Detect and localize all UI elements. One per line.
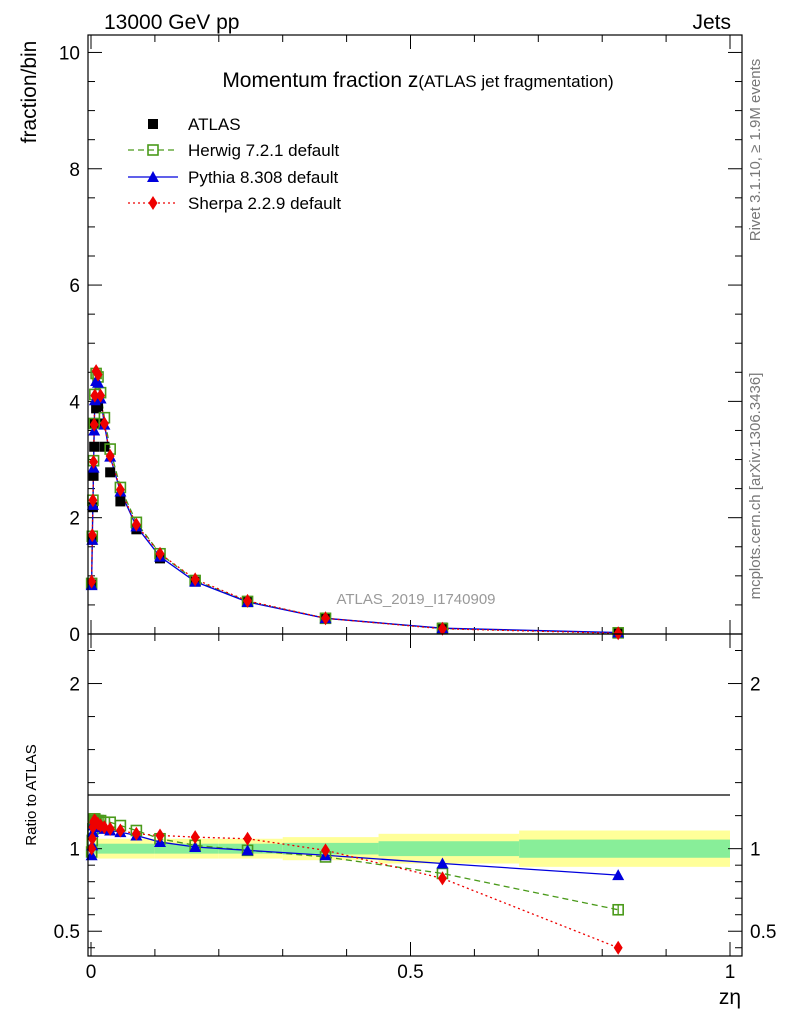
sherpa-2-2-9-default-main-point [321, 611, 331, 626]
pythia-8-308-default-ratio-point [189, 841, 202, 853]
ratio-y-tick-label: 0.5 [54, 922, 80, 943]
legend-pythia-8-308-default-marker [147, 171, 159, 182]
ratio-y-tick-label-right: 1 [750, 840, 761, 861]
main-y-tick-label: 10 [59, 43, 80, 64]
sherpa-2-2-9-default-ratio-point [87, 841, 97, 856]
ratio-band-inner [519, 839, 730, 858]
ratio-plot-panel: 0.5 0.5 1 1 2 2 0 0.5 1 Ratio to ATLAS zη [23, 633, 776, 1009]
ratio-uncertainty-band [91, 830, 730, 867]
legend-atlas-marker [148, 119, 158, 129]
main-title-text: Momentum fraction z [222, 69, 418, 92]
sherpa-2-2-9-default-ratio-point [613, 940, 623, 955]
sherpa-2-2-9-default-ratio-point [155, 828, 165, 843]
legend-sherpa-2-2-9-default-label: Sherpa 2.2.9 default [188, 194, 341, 213]
sherpa-2-2-9-default-ratio-point [190, 830, 200, 845]
ratio-series-group [85, 813, 625, 955]
sherpa-2-2-9-default-main-point [93, 367, 103, 382]
atlas-main-point [105, 467, 116, 478]
x-tick-label: 0 [86, 962, 97, 983]
sherpa-2-2-9-default-main-point [96, 388, 106, 403]
legend-pythia-8-308-default-label: Pythia 8.308 default [188, 168, 339, 187]
main-y-tick-label: 8 [69, 160, 80, 181]
atlas-main-point [89, 441, 100, 452]
pythia-8-308-default-ratio-point [241, 844, 254, 856]
atlas-main-point [88, 470, 99, 481]
ratio-band-inner [218, 843, 283, 854]
ratio-y-tick-label-right: 2 [750, 675, 761, 696]
main-series-group [85, 364, 625, 641]
main-plot-frame [87, 34, 743, 635]
sherpa-2-2-9-default-main-point [437, 621, 447, 636]
atlas-main-point [115, 496, 126, 507]
sherpa-2-2-9-default-ratio-point [99, 820, 109, 835]
main-plot-panel: 0 2 4 6 8 10 Momentum fraction z(ATLAS jet fr… [18, 34, 743, 646]
legend-herwig-7-2-1-default-label: Herwig 7.2.1 default [188, 141, 339, 160]
sherpa-2-2-9-default-ratio-point [87, 831, 97, 846]
ratio-band-inner [91, 843, 155, 854]
ratio-band-inner [378, 841, 520, 857]
x-tick-label: 1 [725, 962, 736, 983]
sherpa-2-2-9-default-main-point [87, 574, 97, 589]
ratio-band-inner [282, 842, 379, 855]
sherpa-2-2-9-default-main-point [99, 416, 109, 431]
ratio-y-tick-label: 1 [69, 840, 80, 861]
sherpa-2-2-9-default-ratio-point [105, 821, 115, 836]
pythia-8-308-default-main-point [92, 376, 105, 388]
x-tick-label: 0.5 [397, 962, 423, 983]
sherpa-2-2-9-default-ratio-point [243, 831, 253, 846]
sherpa-2-2-9-default-main-point [88, 493, 98, 508]
ratio-y-axis-label: Ratio to ATLAS [23, 744, 40, 845]
header-energy-label: 13000 GeV pp [104, 11, 239, 34]
pythia-8-308-default-ratio-point [612, 869, 625, 881]
sherpa-2-2-9-default-main-point [89, 454, 99, 469]
rivet-version-label: Rivet 3.1.10, ≥ 1.9M events [747, 59, 764, 242]
sherpa-2-2-9-default-main-point [243, 593, 253, 608]
sherpa-2-2-9-default-ratio-point [131, 826, 141, 841]
ratio-y-tick-label: 2 [69, 675, 80, 696]
sherpa-2-2-9-default-ratio-point [115, 823, 125, 838]
sherpa-2-2-9-default-main-point [131, 517, 141, 532]
main-y-tick-label: 4 [69, 392, 80, 413]
herwig-7-2-1-default-ratio-point [612, 903, 624, 916]
header-jets-label: Jets [692, 11, 731, 34]
x-axis-label: zη [719, 986, 741, 1009]
sherpa-2-2-9-default-main-point [89, 417, 99, 432]
main-y-tick-label: 0 [69, 625, 80, 646]
ratio-band-inner [154, 843, 219, 854]
ratio-axis-ticks: 0.5 0.5 1 1 2 2 0 0.5 1 [54, 634, 776, 983]
analysis-watermark: ATLAS_2019_I1740909 [336, 591, 495, 608]
sherpa-2-2-9-default-main-point [115, 482, 125, 497]
legend: ATLAS Herwig 7.2.1 default Pythia 8.308 de… [128, 115, 341, 213]
pythia-8-308-default-ratio-point [436, 857, 449, 869]
sherpa-2-2-9-default-main-point [87, 528, 97, 543]
sherpa-2-2-9-default-main-point [190, 572, 200, 587]
ratio-y-tick-label-right: 0.5 [750, 922, 776, 943]
main-title: Momentum fraction z(ATLAS jet fragmentat… [222, 69, 613, 92]
main-y-axis-label: fraction/bin [18, 41, 41, 144]
sherpa-2-2-9-default-main-point [613, 626, 623, 641]
legend-sherpa-2-2-9-default-marker [148, 196, 158, 210]
main-y-tick-label: 6 [69, 276, 80, 297]
sherpa-2-2-9-default-main-point [155, 546, 165, 561]
sherpa-2-2-9-default-main-point [90, 388, 100, 403]
atlas-main-point [93, 401, 104, 412]
mcplots-label: mcplots.cern.ch [arXiv:1306.3436] [747, 373, 764, 600]
sherpa-2-2-9-default-ratio-point [437, 871, 447, 886]
main-y-tick-label: 2 [69, 509, 80, 530]
ratio-plot-frame [87, 633, 743, 957]
legend-atlas-label: ATLAS [188, 115, 241, 134]
sherpa-2-2-9-default-main-point [105, 449, 115, 464]
legend-herwig-7-2-1-default-marker [147, 144, 159, 156]
sherpa-2-2-9-default-ratio-point [321, 843, 331, 858]
main-title-sub: (ATLAS jet fragmentation) [418, 72, 613, 91]
